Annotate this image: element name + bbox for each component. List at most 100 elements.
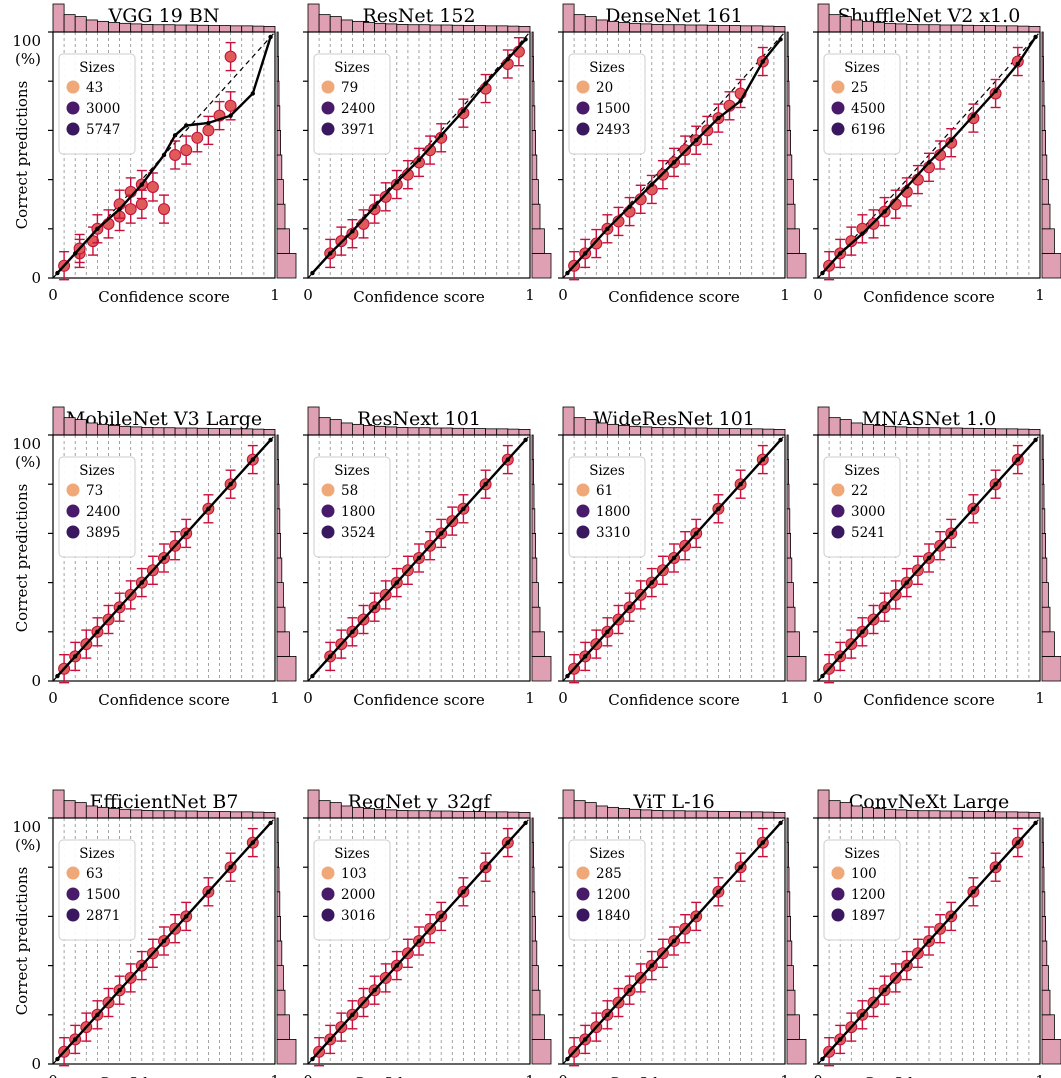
right-histogram-bar (1041, 154, 1048, 181)
top-histogram-bar (374, 425, 387, 436)
top-histogram-bar (984, 811, 997, 819)
curve-node (760, 59, 765, 64)
right-histogram-bar (1041, 533, 1046, 559)
top-histogram-bar (318, 800, 331, 819)
subplot-8: MNASNet 1.0 Sizes 22 3000 5241 0 1 Confidence s… (813, 406, 1061, 709)
top-histogram-bar (573, 417, 586, 436)
top-histogram-bar (474, 428, 487, 436)
top-histogram-bar (751, 428, 764, 436)
top-histogram-bar (496, 428, 509, 436)
right-histogram-bar (1041, 1014, 1055, 1040)
top-histogram-bar (1028, 812, 1041, 819)
top-histogram-bar (773, 428, 786, 436)
legend-label: 73 (86, 483, 103, 499)
right-histogram-bar (531, 866, 535, 893)
curve-node (760, 457, 765, 462)
top-histogram-bar (340, 805, 353, 819)
x-axis-label: Confidence score (863, 691, 995, 709)
right-histogram-bar (531, 228, 545, 254)
subplot-4: ShuffleNet V2 x1.0 Sizes 25 4500 6196 0 1 Confi… (813, 3, 1061, 306)
calibration-point (424, 144, 437, 157)
x-tick-label: 1 (270, 689, 280, 707)
legend-marker (576, 101, 590, 115)
top-histogram-bar (440, 24, 453, 33)
top-histogram-bar (130, 23, 143, 33)
curve-node (671, 160, 677, 165)
x-tick-label: 0 (303, 286, 313, 304)
curve-node (505, 56, 510, 62)
top-histogram-bar (895, 809, 908, 819)
legend-marker (831, 525, 845, 539)
top-histogram-bar (74, 16, 87, 33)
right-histogram-bar (786, 1014, 800, 1040)
curve-node (1015, 840, 1020, 845)
legend-marker (66, 483, 80, 497)
top-histogram-bar (219, 428, 232, 436)
top-histogram-bar (507, 428, 520, 436)
x-tick-label: 1 (270, 286, 280, 304)
right-histogram-bar (531, 891, 536, 917)
top-histogram-bar (219, 811, 232, 819)
top-histogram-bar (1006, 25, 1019, 33)
top-histogram-bar (407, 427, 420, 436)
top-histogram-bar (185, 24, 198, 33)
top-histogram-bar (939, 24, 952, 33)
right-histogram-bar (531, 606, 541, 633)
curve-node (605, 226, 610, 231)
top-histogram-bar (961, 810, 974, 819)
right-histogram-bar (786, 965, 794, 991)
top-histogram-bar (984, 25, 997, 33)
curve-node (694, 531, 699, 536)
top-histogram-bar (241, 428, 254, 436)
right-histogram-bar (276, 252, 297, 279)
curve-node (117, 206, 122, 212)
top-histogram-bar (418, 24, 431, 33)
top-histogram-bar (662, 427, 675, 436)
top-histogram-bar (485, 428, 498, 436)
top-histogram-bar (884, 808, 897, 819)
top-histogram-bar (729, 25, 742, 33)
top-histogram-bar (329, 419, 342, 436)
top-histogram-bar (917, 24, 930, 33)
top-histogram-bar (329, 16, 342, 33)
plot-frame (307, 817, 531, 1065)
legend-marker (576, 122, 590, 136)
top-histogram-bar (252, 811, 265, 819)
x-tick-label: 0 (48, 1072, 58, 1078)
x-tick-label: 0 (558, 689, 568, 707)
curve-node (416, 555, 422, 561)
curve-node (882, 209, 887, 214)
top-histogram-bar (396, 24, 409, 33)
legend-label: 79 (341, 80, 358, 96)
legend-label: 63 (86, 866, 103, 882)
y-axis-label: Correct predictions (13, 867, 31, 1016)
right-histogram-bar (276, 56, 280, 82)
calibration-point (202, 124, 215, 137)
top-histogram-bar (828, 417, 841, 436)
curve-node (172, 133, 178, 138)
top-histogram-bar (1028, 25, 1041, 33)
top-histogram-bar (773, 812, 786, 819)
x-tick-label: 1 (270, 1072, 280, 1078)
top-histogram-bar (97, 20, 109, 33)
calibration-point (146, 180, 159, 193)
top-histogram-bar (651, 810, 664, 819)
calibration-point (612, 215, 625, 228)
right-histogram-bar (786, 129, 791, 156)
top-histogram-bar (762, 428, 775, 436)
right-histogram-bar (531, 965, 539, 991)
curve-node (117, 605, 122, 610)
right-histogram-bar (1041, 252, 1061, 279)
legend-label: 2000 (341, 887, 375, 903)
top-histogram-bar (108, 425, 121, 436)
top-histogram-bar (950, 810, 963, 819)
top-histogram-bar (518, 812, 531, 819)
curve-node (1033, 437, 1038, 443)
right-histogram-bar (786, 606, 796, 633)
right-histogram-bar (276, 533, 281, 559)
curve-node (228, 865, 233, 870)
legend-label: 2871 (86, 908, 120, 924)
right-histogram-bar (1041, 989, 1051, 1016)
right-histogram-bar (276, 965, 284, 991)
